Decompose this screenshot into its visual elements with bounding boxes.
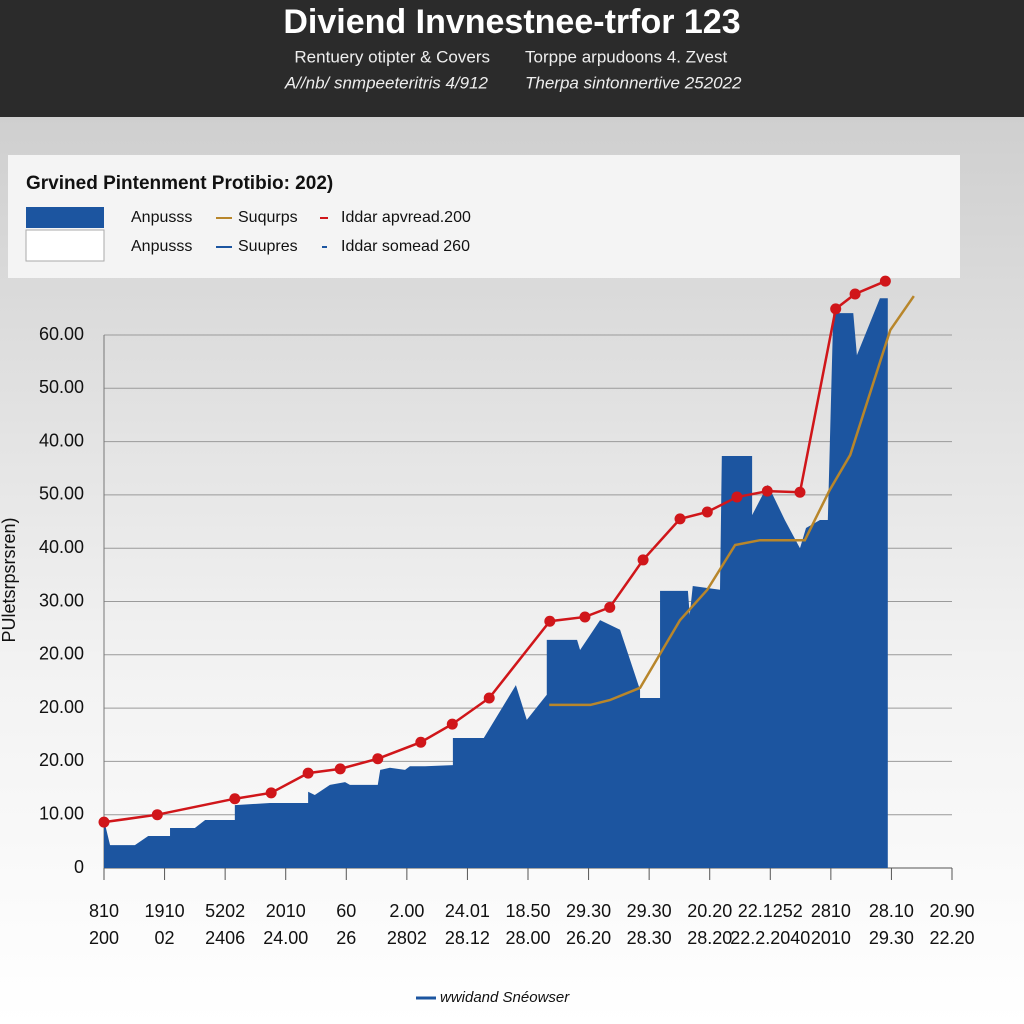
point (849, 288, 861, 300)
point (544, 615, 556, 627)
header-line: A//nb/ snmpeeteritris 4/912 (284, 73, 489, 92)
x-tick-label: 18.50 (505, 901, 550, 921)
x-tick-label: 2010 (266, 901, 306, 921)
x-tick-label: 22.20 (929, 928, 974, 948)
x-tick-label: 20.20 (687, 901, 732, 921)
line (549, 295, 915, 707)
x-tick-label: 22.2.2040 (730, 928, 810, 948)
x-tick-label: 28.12 (445, 928, 490, 948)
header-line: Rentuery otipter & Covers (294, 47, 490, 66)
x-tick-label: 02 (155, 928, 175, 948)
point (265, 787, 277, 799)
x-tick-label: 810 (89, 901, 119, 921)
point (637, 554, 649, 566)
header-line: Torppe arpudoons 4. Zvest (525, 47, 728, 66)
x-tick-label: 26.20 (566, 928, 611, 948)
x-tick-label: 29.30 (627, 901, 672, 921)
legend-box (8, 155, 960, 278)
chart-title: Grvined Pintenment Protibio: 202) (26, 173, 333, 194)
point (761, 485, 773, 497)
x-tick-label: 24.01 (445, 901, 490, 921)
point (98, 816, 110, 828)
y-tick-label: 20.00 (39, 697, 84, 717)
point (579, 611, 591, 623)
x-tick-label: 29.30 (869, 928, 914, 948)
x-tick-label: 26 (336, 928, 356, 948)
bottom-legend: wwidand Snéowser (440, 989, 570, 1006)
point (674, 513, 686, 525)
x-tick-label: 28.10 (869, 901, 914, 921)
y-tick-label: 60.00 (39, 324, 84, 344)
x-tick-label: 200 (89, 928, 119, 948)
x-tick-label: 1910 (145, 901, 185, 921)
line (103, 280, 886, 824)
point (446, 718, 458, 730)
legend-label: Anpusss (131, 209, 192, 226)
legend-label: Iddar apvread.200 (341, 209, 471, 226)
y-tick-label: 50.00 (39, 377, 84, 397)
header-line: Therpa sintonnertive 252022 (525, 73, 742, 92)
legend-swatch (25, 229, 105, 262)
x-tick-label: 5202 (205, 901, 245, 921)
point (334, 763, 346, 775)
point (415, 736, 427, 748)
point (879, 275, 891, 287)
x-tick-label: 29.30 (566, 901, 611, 921)
point (483, 692, 495, 704)
point (604, 601, 616, 613)
y-tick-label: 40.00 (39, 537, 84, 557)
y-tick-label: 20.00 (39, 644, 84, 664)
legend-label: Anpusss (131, 238, 192, 255)
y-tick-label: 40.00 (39, 430, 84, 450)
legend-label: Iddar somead 260 (341, 238, 470, 255)
page-title: Diviend Invnestnee-trfor 123 (283, 3, 740, 41)
point (151, 809, 163, 821)
x-tick-label: 2406 (205, 928, 245, 948)
x-tick-label: 28.00 (505, 928, 550, 948)
y-axis-label: PUletsrpsrsren) (0, 517, 19, 642)
point (731, 491, 743, 503)
x-tick-label: 22.1252 (738, 901, 803, 921)
y-tick-label: 30.00 (39, 590, 84, 610)
y-tick-label: 20.00 (39, 750, 84, 770)
header-band (0, 0, 1024, 117)
x-tick-label: 24.00 (263, 928, 308, 948)
x-tick-label: 2810 (811, 901, 851, 921)
x-tick-label: 60 (336, 901, 356, 921)
x-tick-label: 2.00 (389, 901, 424, 921)
point (830, 303, 842, 315)
y-tick-label: 10.00 (39, 803, 84, 823)
x-tick-label: 28.30 (627, 928, 672, 948)
point (372, 753, 384, 765)
point (302, 767, 314, 779)
y-tick-label: 50.00 (39, 484, 84, 504)
legend-label: Suupres (238, 238, 298, 255)
x-tick-label: 2802 (387, 928, 427, 948)
x-tick-label: 2010 (811, 928, 851, 948)
point (794, 486, 806, 498)
legend-label: Suqurps (238, 209, 298, 226)
x-tick-label: 28.20 (687, 928, 732, 948)
area (104, 298, 888, 868)
y-tick-label: 0 (74, 857, 84, 877)
x-tick-label: 20.90 (929, 901, 974, 921)
point (701, 506, 713, 518)
legend-swatch (26, 207, 104, 228)
point (229, 793, 241, 805)
